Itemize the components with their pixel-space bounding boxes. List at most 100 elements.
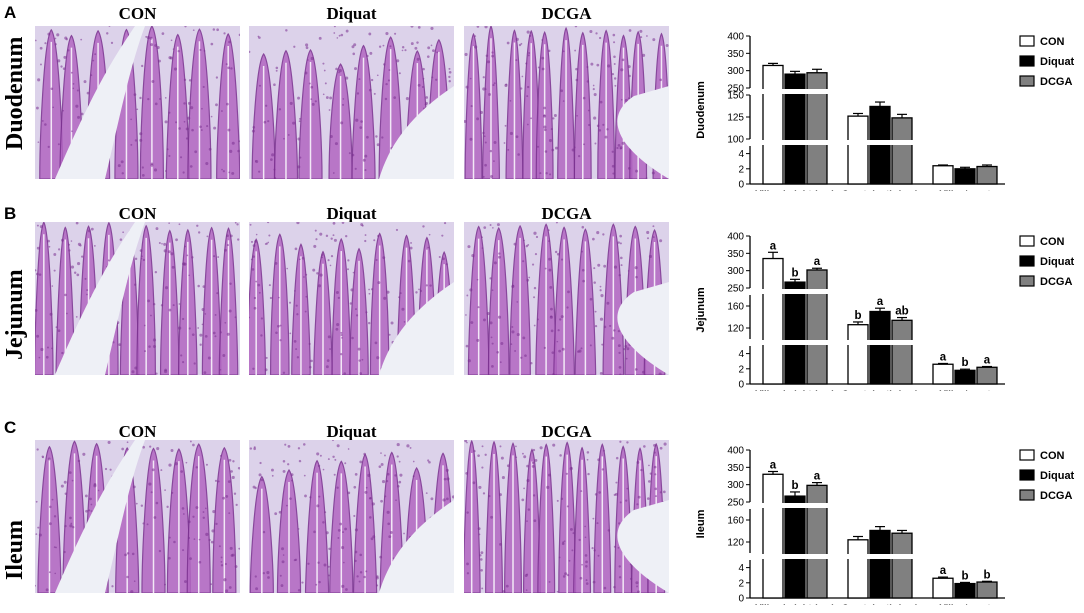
legend-label: CON bbox=[1040, 450, 1065, 462]
y-tick-label: 100 bbox=[727, 135, 744, 146]
y-tick-label: 300 bbox=[727, 480, 744, 491]
row-label-jejunum: Jejunum bbox=[2, 269, 28, 360]
bar-diquat bbox=[869, 310, 891, 385]
bar-con bbox=[847, 115, 869, 185]
y-tick-label: 125 bbox=[727, 113, 744, 124]
bar-con bbox=[762, 64, 784, 185]
y-tick-label: 0 bbox=[738, 180, 744, 191]
y-tick-label: 250 bbox=[727, 498, 744, 509]
category-label: Villus height (um) bbox=[755, 603, 835, 605]
significance-label: b bbox=[791, 267, 798, 279]
bar-chart-ileum: Ileum 250 300 350 400 120 160 0 2 4 Villus height … bbox=[695, 446, 1075, 606]
legend-swatch-con bbox=[1019, 235, 1035, 247]
y-tick-label: 2 bbox=[738, 578, 744, 589]
y-tick-label: 0 bbox=[738, 594, 744, 605]
bar-con bbox=[932, 165, 954, 185]
category-label: Villus height (um) bbox=[755, 189, 835, 191]
significance-label: a bbox=[814, 256, 821, 268]
bar-con bbox=[762, 257, 784, 385]
y-tick-label: 400 bbox=[727, 32, 744, 43]
legend-label: Diquat bbox=[1040, 56, 1075, 68]
y-tick-label: 400 bbox=[727, 446, 744, 457]
row-label-ileum: Ileum bbox=[2, 520, 28, 580]
significance-label: a bbox=[877, 296, 884, 308]
y-tick-label: 250 bbox=[727, 284, 744, 295]
axis-break-gap bbox=[749, 554, 1006, 559]
axis-break-gap bbox=[749, 503, 1006, 508]
axis-break-gap bbox=[749, 289, 1006, 294]
micrograph-duodenum-diquat bbox=[249, 26, 454, 179]
category-label: Crypt depth (um) bbox=[842, 389, 919, 391]
legend-swatch-con bbox=[1019, 35, 1035, 47]
image-title-con: CON bbox=[118, 422, 157, 441]
image-title-diquat: Diquat bbox=[326, 4, 377, 23]
bar-diquat bbox=[954, 582, 976, 599]
micrograph-jejunum-con bbox=[35, 222, 240, 375]
legend-swatch-diquat bbox=[1019, 55, 1035, 67]
micrograph-jejunum-diquat bbox=[249, 222, 454, 375]
significance-label: b bbox=[854, 310, 861, 322]
y-tick-label: 0 bbox=[738, 380, 744, 391]
y-tick-label: 160 bbox=[727, 302, 744, 313]
y-tick-label: 350 bbox=[727, 463, 744, 474]
legend-label: DCGA bbox=[1040, 490, 1072, 502]
bar-con bbox=[847, 324, 869, 385]
bar-dcga bbox=[806, 269, 828, 385]
significance-label: b bbox=[961, 570, 968, 582]
micrograph-ileum-diquat bbox=[249, 440, 454, 593]
y-tick-label: 250 bbox=[727, 84, 744, 95]
category-label: Villus/crypt bbox=[939, 189, 991, 191]
legend-swatch-diquat bbox=[1019, 255, 1035, 267]
y-tick-label: 2 bbox=[738, 364, 744, 375]
legend-label: Diquat bbox=[1040, 256, 1075, 268]
significance-label: a bbox=[770, 240, 777, 252]
y-tick-label: 350 bbox=[727, 249, 744, 260]
bar-diquat bbox=[869, 529, 891, 599]
legend-swatch-dcga bbox=[1019, 275, 1035, 287]
y-tick-label: 150 bbox=[727, 91, 744, 102]
significance-label: b bbox=[961, 357, 968, 369]
y-tick-label: 4 bbox=[738, 149, 744, 160]
image-title-dcga: DCGA bbox=[541, 4, 592, 23]
significance-label: a bbox=[984, 355, 991, 367]
bar-diquat bbox=[869, 105, 891, 185]
legend-swatch-dcga bbox=[1019, 489, 1035, 501]
panel-letter-c: C bbox=[4, 418, 17, 437]
bar-dcga bbox=[976, 581, 998, 599]
category-label: Villus/crypt bbox=[939, 389, 991, 391]
axis-break-gap bbox=[749, 340, 1006, 345]
y-tick-label: 120 bbox=[727, 538, 744, 549]
image-title-dcga: DCGA bbox=[541, 422, 592, 441]
y-tick-label: 4 bbox=[738, 349, 744, 360]
axis-break-gap bbox=[749, 140, 1006, 145]
bar-dcga bbox=[891, 532, 913, 599]
category-label: Crypt depth (um) bbox=[842, 603, 919, 605]
y-axis-label: Duodenum bbox=[695, 81, 707, 139]
micrograph-duodenum-dcga bbox=[464, 26, 669, 179]
bar-diquat bbox=[954, 369, 976, 385]
image-title-diquat: Diquat bbox=[326, 422, 377, 441]
bar-con bbox=[762, 473, 784, 599]
axis-break-gap bbox=[749, 89, 1006, 94]
legend-label: CON bbox=[1040, 36, 1065, 48]
y-axis-label: Ileum bbox=[695, 509, 707, 538]
bar-diquat bbox=[784, 281, 806, 385]
significance-label: a bbox=[940, 351, 947, 363]
y-tick-label: 300 bbox=[727, 266, 744, 277]
significance-label: ab bbox=[895, 306, 908, 318]
micrograph-duodenum-con bbox=[35, 26, 240, 179]
bar-dcga bbox=[976, 366, 998, 385]
legend-swatch-con bbox=[1019, 449, 1035, 461]
legend-swatch-diquat bbox=[1019, 469, 1035, 481]
bar-dcga bbox=[976, 165, 998, 185]
category-label: Villus height (um) bbox=[755, 389, 835, 391]
y-tick-label: 2 bbox=[738, 164, 744, 175]
bar-dcga bbox=[806, 484, 828, 599]
significance-label: a bbox=[814, 471, 821, 483]
micrograph-ileum-dcga bbox=[464, 440, 669, 593]
micrograph-ileum-con bbox=[35, 440, 240, 593]
row-label-duodenum: Duodenum bbox=[2, 36, 28, 150]
legend-label: DCGA bbox=[1040, 76, 1072, 88]
y-axis-label: Jejunum bbox=[695, 287, 707, 332]
y-tick-label: 400 bbox=[727, 232, 744, 243]
